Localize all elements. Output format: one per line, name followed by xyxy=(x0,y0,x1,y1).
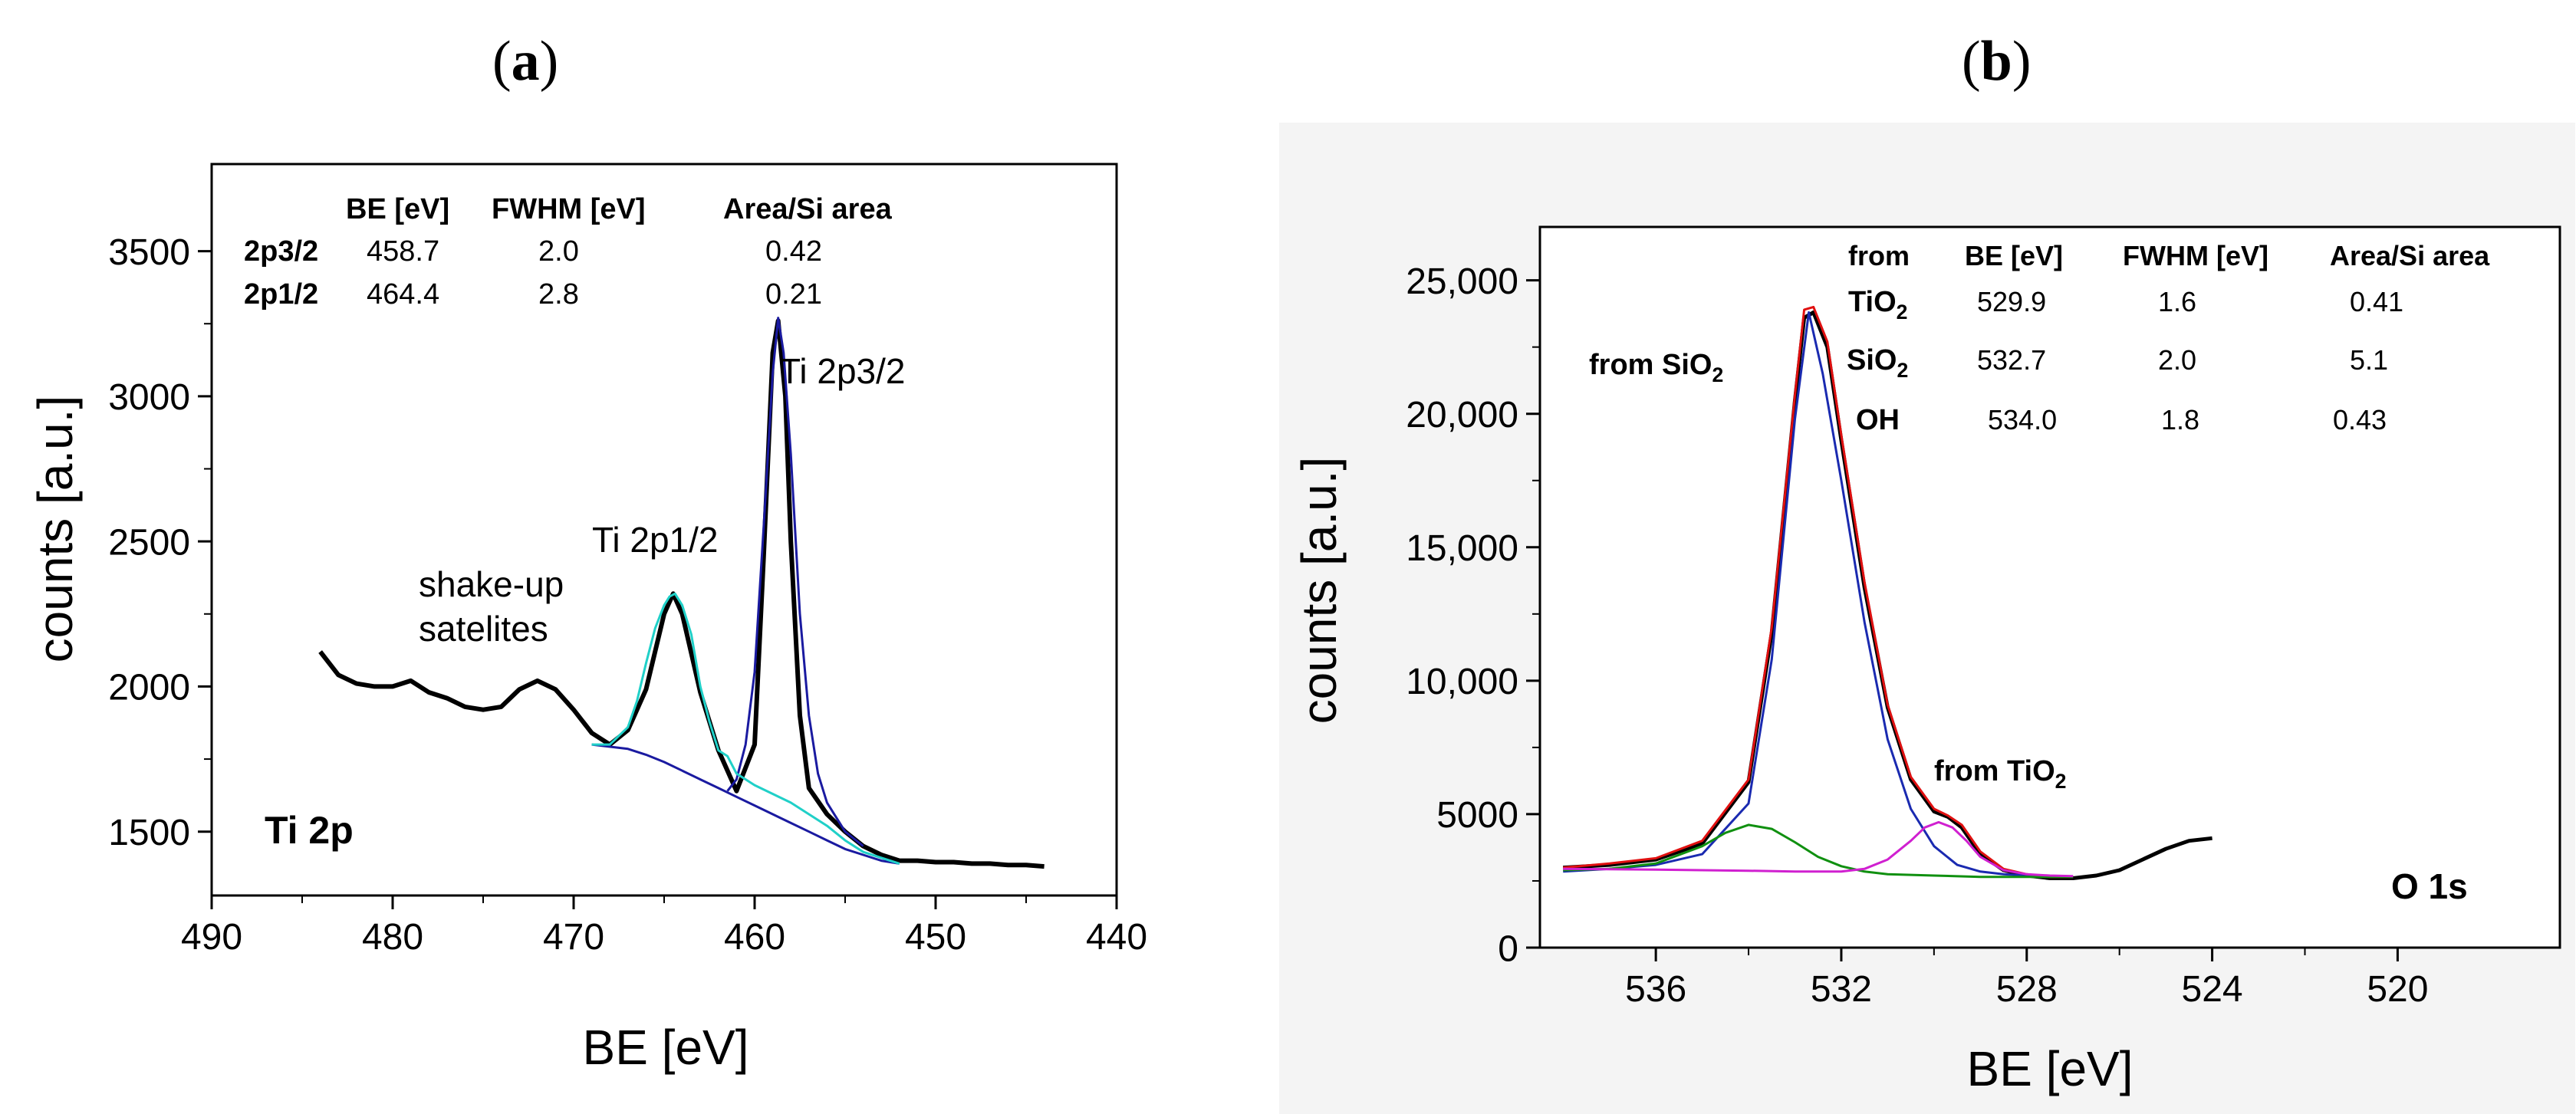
chart-a-table-row1-be: 458.7 xyxy=(367,235,439,268)
chart-b-xlabel: BE [eV] xyxy=(1967,1041,2134,1096)
chart-a-label-ti-2p12: Ti 2p1/2 xyxy=(592,520,719,560)
chart-b-ytick-label: 5000 xyxy=(1436,795,1518,836)
chart-a-xtick-label: 440 xyxy=(1086,917,1147,958)
panel-b-label: (b) xyxy=(1962,30,2032,93)
chart-b-table-row3-area: 0.43 xyxy=(2333,404,2387,435)
chart-b-table-header-be: BE [eV] xyxy=(1965,240,2063,271)
chart-b-xtick-label: 536 xyxy=(1625,969,1686,1010)
chart-b-ylabel: counts [a.u.] xyxy=(1291,457,1347,725)
chart-b-ytick-label: 25,000 xyxy=(1406,261,1518,302)
chart-a-series-ti-2p3-2-fit xyxy=(726,317,864,847)
panel-a-label: (a) xyxy=(492,30,559,93)
chart-a-ylabel: counts [a.u.] xyxy=(28,396,83,663)
chart-b-xtick-label: 528 xyxy=(1996,969,2058,1010)
chart-a-ytick-label: 3000 xyxy=(108,377,190,418)
chart-b-series-oh-component xyxy=(1563,823,2074,879)
chart-b-label-from-tio2: from TiO2 xyxy=(1934,755,2066,793)
chart-a-label-ti-2p32: Ti 2p3/2 xyxy=(779,351,906,391)
chart-b-table-row1-name: TiO2 xyxy=(1848,286,1907,324)
chart-a-table-row2-area: 0.21 xyxy=(765,278,822,311)
chart-a-ytick-label: 3500 xyxy=(108,232,190,273)
chart-b-table-header-area: Area/Si area xyxy=(2330,240,2490,271)
chart-a-xtick-label: 490 xyxy=(181,917,242,958)
chart-b-table-row2-name: SiO2 xyxy=(1847,344,1908,382)
chart-a-xtick-label: 450 xyxy=(905,917,966,958)
chart-a-table-row2-name: 2p1/2 xyxy=(244,278,318,311)
chart-a-xlabel: BE [eV] xyxy=(583,1020,749,1075)
chart-a-ticks: 490 480 470 460 450 440 1500 2000 2500 3000 3500 xyxy=(108,232,1147,958)
chart-a: 490 480 470 460 450 440 1500 2000 2500 3000 3500 B… xyxy=(28,163,1147,1075)
chart-b-table-row1-area: 0.41 xyxy=(2350,286,2403,317)
chart-b-xtick-label: 524 xyxy=(2182,969,2243,1010)
chart-a-table-row1-fwhm: 2.0 xyxy=(538,235,579,268)
chart-a-ytick-label: 1500 xyxy=(108,813,190,853)
chart-b-series-tio2-component xyxy=(1563,820,2074,878)
chart-b-ticks: 536 532 528 524 520 0 5000 10,000 15,000 20,000 25… xyxy=(1406,261,2428,1010)
chart-b-plot-area xyxy=(1538,225,2561,949)
chart-a-corner-label: Ti 2p xyxy=(265,809,354,852)
chart-a-table-header-be: BE [eV] xyxy=(346,193,449,225)
chart-b-table-row1-be: 529.9 xyxy=(1977,286,2046,317)
chart-a-xtick-label: 470 xyxy=(543,917,604,958)
chart-b-label-from-sio2: from SiO2 xyxy=(1589,349,1723,386)
chart-b-table-row2-be: 532.7 xyxy=(1977,344,2046,376)
chart-b-series-envelope-fit xyxy=(1563,305,2074,879)
chart-a-table-row1-name: 2p3/2 xyxy=(244,235,318,268)
chart-b-table-row2-area: 5.1 xyxy=(2350,344,2388,376)
chart-b-ytick-label: 10,000 xyxy=(1406,662,1518,702)
chart-a-series xyxy=(318,317,1045,869)
chart-b-ytick-label: 15,000 xyxy=(1406,528,1518,569)
chart-b-ytick-label: 0 xyxy=(1498,928,1518,969)
chart-b-table-row3-fwhm: 1.8 xyxy=(2161,404,2199,435)
chart-b-xtick-label: 520 xyxy=(2367,969,2428,1010)
chart-b-table-row3-be: 534.0 xyxy=(1988,404,2057,435)
chart-a-series-ti-2p1-2-fit xyxy=(591,592,900,865)
chart-b-series-sio2-component xyxy=(1563,311,2074,879)
chart-a-table-row2-be: 464.4 xyxy=(367,278,439,311)
chart-a-table-header-fwhm: FWHM [eV] xyxy=(492,193,646,225)
chart-a-plot-area xyxy=(210,163,1118,897)
chart-b: 536 532 528 524 520 0 5000 10,000 15,000 20,000 25… xyxy=(1291,225,2561,1096)
chart-a-ytick-label: 2500 xyxy=(108,522,190,563)
chart-b-table-row1-fwhm: 1.6 xyxy=(2158,286,2196,317)
chart-b-table-row3-name: OH xyxy=(1856,404,1900,436)
chart-a-xtick-label: 460 xyxy=(724,917,785,958)
chart-b-xtick-label: 532 xyxy=(1811,969,1872,1010)
chart-a-table-header-area: Area/Si area xyxy=(723,193,893,225)
chart-b-ytick-label: 20,000 xyxy=(1406,395,1518,435)
chart-b-table-row2-fwhm: 2.0 xyxy=(2158,344,2196,376)
chart-a-label-shake-up: shake-up xyxy=(419,564,564,604)
chart-b-table-header-from: from xyxy=(1848,240,1910,271)
chart-a-ytick-label: 2000 xyxy=(108,668,190,708)
chart-b-series xyxy=(1563,305,2212,880)
chart-a-series-background xyxy=(591,743,900,865)
chart-b-corner-label: O 1s xyxy=(2391,866,2468,906)
chart-a-xtick-label: 480 xyxy=(362,917,423,958)
chart-a-table-row1-area: 0.42 xyxy=(765,235,822,268)
chart-a-table-row2-fwhm: 2.8 xyxy=(538,278,579,311)
chart-b-table-header-fwhm: FWHM [eV] xyxy=(2123,240,2268,271)
chart-a-label-satelites: satelites xyxy=(419,609,548,649)
